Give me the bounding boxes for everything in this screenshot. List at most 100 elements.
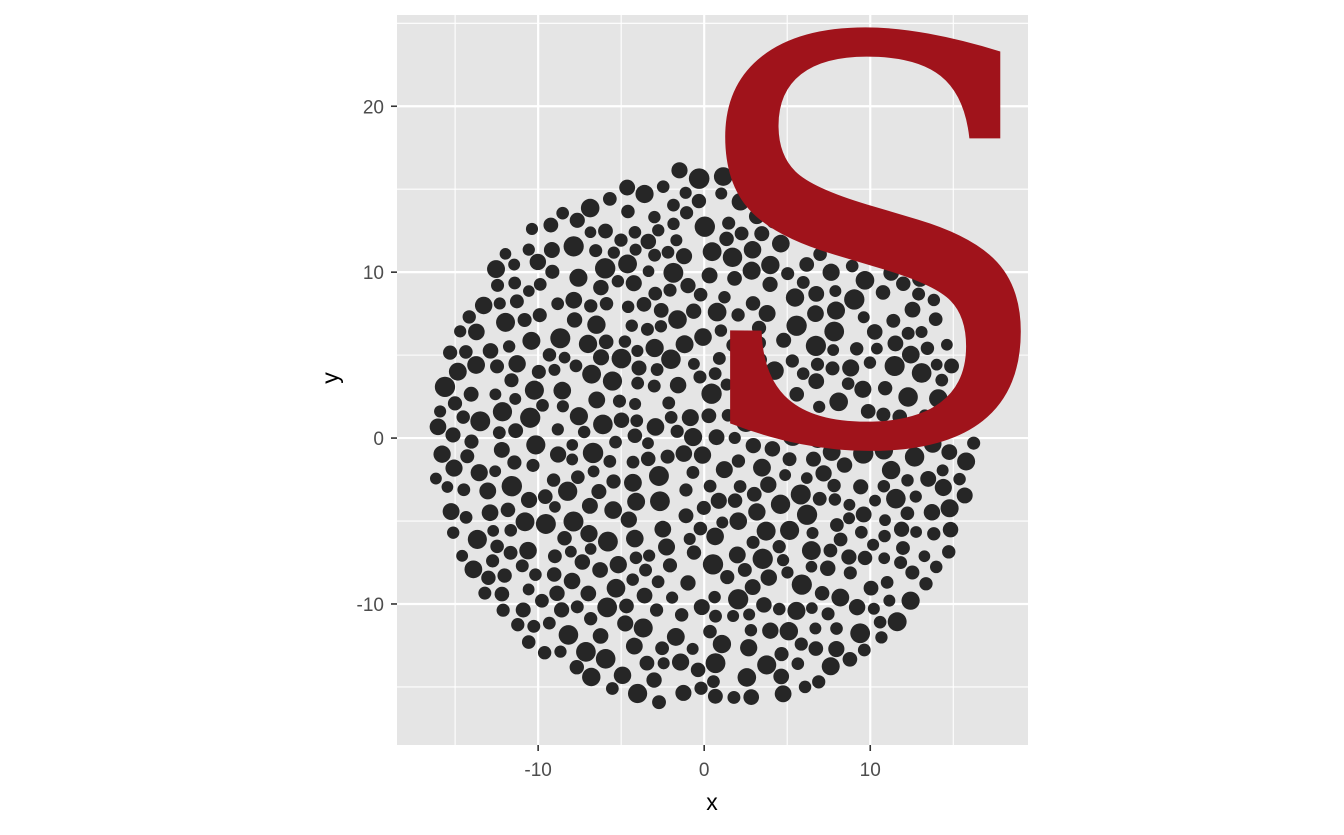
- data-point: [649, 603, 664, 617]
- data-point: [748, 208, 765, 225]
- data-point: [636, 297, 652, 312]
- data-point: [714, 324, 728, 337]
- data-point: [627, 683, 648, 704]
- x-axis-ticks: -10 0 10: [524, 745, 881, 781]
- data-point: [806, 602, 818, 614]
- data-point: [627, 492, 646, 511]
- data-point: [584, 543, 597, 555]
- data-point: [658, 538, 676, 556]
- data-point: [821, 657, 840, 676]
- data-point: [822, 263, 840, 281]
- data-point: [892, 409, 908, 425]
- data-point: [874, 235, 888, 249]
- data-point: [580, 198, 600, 218]
- data-point: [509, 392, 522, 405]
- data-point: [481, 570, 496, 586]
- data-point: [655, 641, 669, 656]
- data-point: [936, 464, 949, 477]
- data-point: [848, 598, 866, 616]
- data-point: [737, 668, 757, 687]
- data-point: [566, 312, 583, 328]
- data-point: [606, 578, 626, 598]
- data-point: [901, 345, 920, 364]
- data-point: [507, 455, 522, 470]
- data-point: [619, 179, 636, 196]
- data-point: [855, 270, 875, 290]
- data-point: [880, 424, 896, 440]
- data-point: [809, 622, 822, 635]
- data-point: [886, 488, 906, 509]
- data-point: [845, 259, 859, 273]
- data-point: [587, 315, 606, 334]
- data-point: [830, 518, 844, 532]
- data-point: [648, 248, 662, 262]
- data-point: [481, 504, 499, 522]
- data-point: [549, 585, 565, 602]
- data-point: [774, 646, 789, 662]
- data-point: [857, 550, 873, 566]
- data-point: [894, 556, 908, 570]
- data-point: [467, 529, 487, 549]
- data-point: [459, 510, 473, 524]
- x-axis-title: x: [706, 789, 718, 815]
- data-point: [639, 655, 655, 671]
- data-point: [667, 217, 680, 231]
- data-point: [529, 253, 547, 271]
- data-point: [728, 589, 749, 610]
- data-point: [727, 609, 740, 622]
- data-point: [584, 612, 598, 626]
- data-point: [535, 593, 549, 608]
- data-point: [462, 310, 476, 324]
- data-point: [806, 527, 819, 540]
- data-point: [867, 602, 880, 615]
- data-point: [434, 376, 456, 398]
- data-point: [898, 387, 918, 407]
- data-point: [674, 608, 689, 622]
- data-point: [558, 351, 571, 364]
- data-point: [743, 689, 760, 705]
- data-point: [718, 291, 731, 304]
- data-point: [887, 612, 907, 632]
- data-point: [546, 567, 562, 582]
- data-point: [841, 549, 857, 565]
- data-point: [580, 525, 598, 543]
- data-point: [526, 435, 546, 455]
- data-point: [782, 452, 797, 467]
- data-point: [912, 425, 926, 439]
- data-point: [504, 373, 519, 388]
- data-point: [867, 538, 880, 551]
- data-point: [897, 255, 912, 270]
- data-point: [884, 355, 905, 377]
- data-point: [733, 378, 746, 391]
- data-point: [515, 559, 529, 573]
- data-point: [930, 358, 943, 371]
- data-point: [693, 599, 710, 616]
- data-point: [563, 236, 584, 257]
- data-point: [744, 624, 758, 637]
- data-point: [928, 312, 943, 327]
- data-point: [486, 554, 500, 568]
- data-point: [702, 554, 724, 575]
- data-point: [757, 410, 770, 424]
- data-point: [861, 246, 877, 262]
- data-point: [815, 465, 832, 482]
- data-point: [756, 597, 772, 613]
- data-point: [790, 484, 811, 505]
- data-point: [503, 545, 518, 560]
- data-point: [849, 342, 864, 356]
- data-point: [509, 294, 524, 309]
- data-point: [564, 545, 577, 558]
- data-point: [760, 476, 777, 493]
- data-point: [487, 260, 505, 279]
- data-point: [556, 206, 569, 220]
- data-point: [833, 532, 848, 547]
- data-point: [731, 192, 750, 211]
- data-point: [796, 275, 810, 289]
- data-point: [631, 376, 645, 390]
- data-point: [660, 449, 675, 464]
- data-point: [686, 303, 702, 319]
- data-point: [578, 334, 598, 354]
- data-point: [703, 479, 717, 493]
- data-point: [517, 312, 532, 328]
- data-point: [691, 193, 707, 209]
